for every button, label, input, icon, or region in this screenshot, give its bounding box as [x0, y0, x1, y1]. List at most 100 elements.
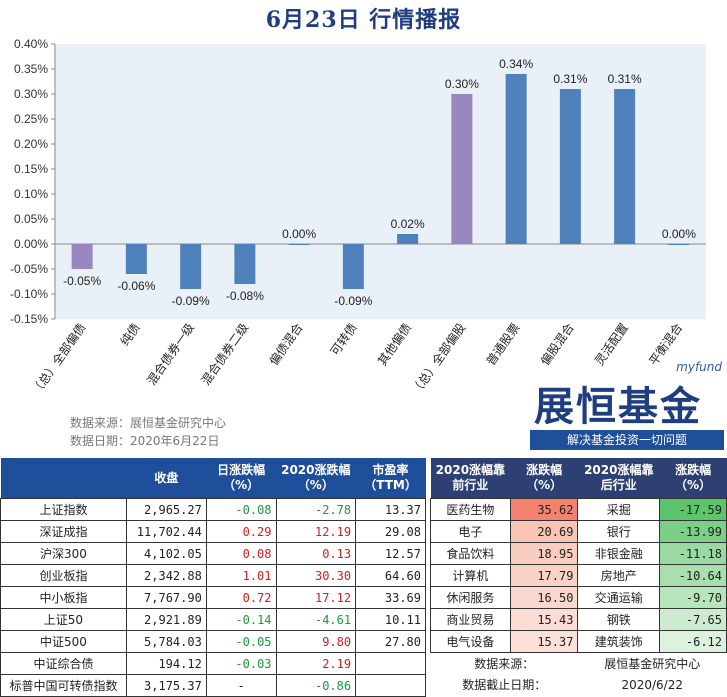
index-ytd-change: -4.61: [275, 608, 357, 631]
index-table-header: 收盘: [126, 458, 207, 499]
category-label: （总）全部偏股: [408, 320, 468, 397]
index-ytd-change: 2.19: [275, 652, 357, 675]
index-ytd-change: 0.13: [275, 542, 357, 565]
brand-logo: myfund 展恒基金 解决基金投资一切问题: [528, 360, 726, 452]
table-row: 上证指数 2,965.27 -0.08 -2.78 13.37: [0, 498, 426, 521]
top-industry-change: 18.95: [509, 542, 579, 565]
data-label: -0.09%: [172, 294, 210, 308]
industry-table-header: 涨跌幅（%）: [510, 458, 578, 499]
index-pe: 10.11: [355, 608, 426, 631]
index-pe: [355, 674, 426, 697]
top-industry-change: 17.79: [509, 564, 579, 587]
bottom-industry-name: 交通运输: [577, 586, 661, 609]
data-label: -0.08%: [226, 289, 264, 303]
index-day-change: 0.72: [205, 586, 277, 609]
bar: [614, 89, 636, 244]
data-label: -0.05%: [63, 274, 101, 288]
table-row: 创业板指 2,342.88 1.01 30.30 64.60: [0, 564, 426, 587]
index-close: 2,965.27: [125, 498, 207, 521]
index-table: 收盘 日涨跌幅（%） 2020涨跌幅（%） 市盈率（TTM） 上证指数 2,965.27…: [0, 458, 426, 697]
index-pe: 33.69: [355, 586, 426, 609]
bar: [288, 244, 310, 245]
bottom-industry-change: -6.12: [659, 630, 727, 653]
bar: [342, 244, 364, 289]
index-pe: 12.57: [355, 542, 426, 565]
y-tick-label: 0.20%: [14, 137, 48, 151]
category-label: 其他偏债: [374, 320, 414, 368]
top-industry-name: 食品饮料: [430, 542, 511, 565]
table-row: 中证综合债 194.12 -0.03 2.19: [0, 652, 426, 675]
top-industry-name: 休闲服务: [430, 586, 511, 609]
index-close: 2,342.88: [125, 564, 207, 587]
category-label: 纯债: [118, 321, 143, 349]
index-pe: 29.08: [355, 520, 426, 543]
top-industry-name: 计算机: [430, 564, 511, 587]
top-industry-name: 商业贸易: [430, 608, 511, 631]
table-row: 商业贸易 15.43 钢铁 -7.65: [430, 608, 727, 631]
index-day-change: 0.08: [205, 542, 277, 565]
data-label: 0.02%: [391, 217, 425, 231]
top-industry-change: 15.43: [509, 608, 579, 631]
bottom-industry-change: -11.18: [659, 542, 727, 565]
index-table-header: 日涨跌幅（%）: [206, 458, 277, 499]
bar: [234, 244, 256, 284]
top-industry-change: 35.62: [509, 498, 579, 521]
bottom-industry-name: 非银金融: [577, 542, 661, 565]
category-label: 普通股票: [484, 321, 523, 368]
y-tick-label: 0.35%: [14, 62, 48, 76]
index-close: 11,702.44: [125, 520, 207, 543]
category-label: （总）全部偏债: [28, 320, 88, 397]
index-table-header: [0, 458, 127, 499]
bottom-industry-change: -10.64: [659, 564, 727, 587]
top-industry-name: 医药生物: [430, 498, 511, 521]
y-tick-label: 0.15%: [14, 162, 48, 176]
note-date-label: 数据截止日期：: [462, 678, 547, 692]
index-pe: [355, 652, 426, 675]
bar: [397, 234, 419, 244]
bottom-industry-change: -9.70: [659, 586, 727, 609]
y-tick-label: -0.05%: [10, 262, 48, 276]
index-close: 3,175.37: [125, 674, 207, 697]
y-tick-label: 0.40%: [14, 37, 48, 51]
index-ytd-change: 9.80: [275, 630, 357, 653]
bar: [559, 89, 581, 244]
source-line: 数据来源：展恒基金研究中心: [70, 416, 227, 430]
top-industry-name: 电气设备: [430, 630, 511, 653]
index-name: 创业板指: [0, 564, 127, 587]
index-name: 上证指数: [0, 498, 127, 521]
index-day-change: -0.08: [205, 498, 277, 521]
bar: [125, 244, 147, 274]
index-day-change: -0.05: [205, 630, 277, 653]
index-ytd-change: 17.12: [275, 586, 357, 609]
index-close: 7,767.90: [125, 586, 207, 609]
data-label: 0.31%: [608, 72, 642, 86]
bottom-industry-name: 钢铁: [577, 608, 661, 631]
table-row: 计算机 17.79 房地产 -10.64: [430, 564, 727, 587]
index-name: 沪深300: [0, 542, 127, 565]
data-label: 0.30%: [445, 77, 479, 91]
top-industry-change: 15.37: [509, 630, 579, 653]
brand-name: 展恒基金: [534, 384, 702, 430]
bottom-industry-change: -7.65: [659, 608, 727, 631]
note-row: 数据截止日期： 2020/6/22: [431, 674, 727, 695]
plot-area: [55, 44, 706, 319]
y-tick-label: 0.10%: [14, 187, 48, 201]
y-tick-label: -0.15%: [10, 312, 48, 326]
top-industry-name: 电子: [430, 520, 511, 543]
index-table-header: 市盈率（TTM）: [355, 458, 426, 499]
bar: [180, 244, 202, 289]
note-source-label: 数据来源：: [474, 657, 535, 671]
category-label: 可转债: [327, 320, 360, 358]
bar: [451, 94, 473, 244]
page-title: 6月23日 行情播报: [265, 7, 462, 33]
bar: [505, 74, 527, 244]
index-day-change: 0.29: [205, 520, 277, 543]
index-close: 5,784.03: [125, 630, 207, 653]
table-row: 中证500 5,784.03 -0.05 9.80 27.80: [0, 630, 426, 653]
index-name: 标普中国可转债指数: [0, 674, 127, 697]
index-table-header: 2020涨跌幅（%）: [276, 458, 356, 499]
y-tick-label: 0.00%: [14, 237, 48, 251]
industry-table-header: 2020涨幅靠后行业: [577, 458, 660, 499]
category-label: 混合债券一级: [143, 320, 197, 388]
bottom-industry-change: -13.99: [659, 520, 727, 543]
